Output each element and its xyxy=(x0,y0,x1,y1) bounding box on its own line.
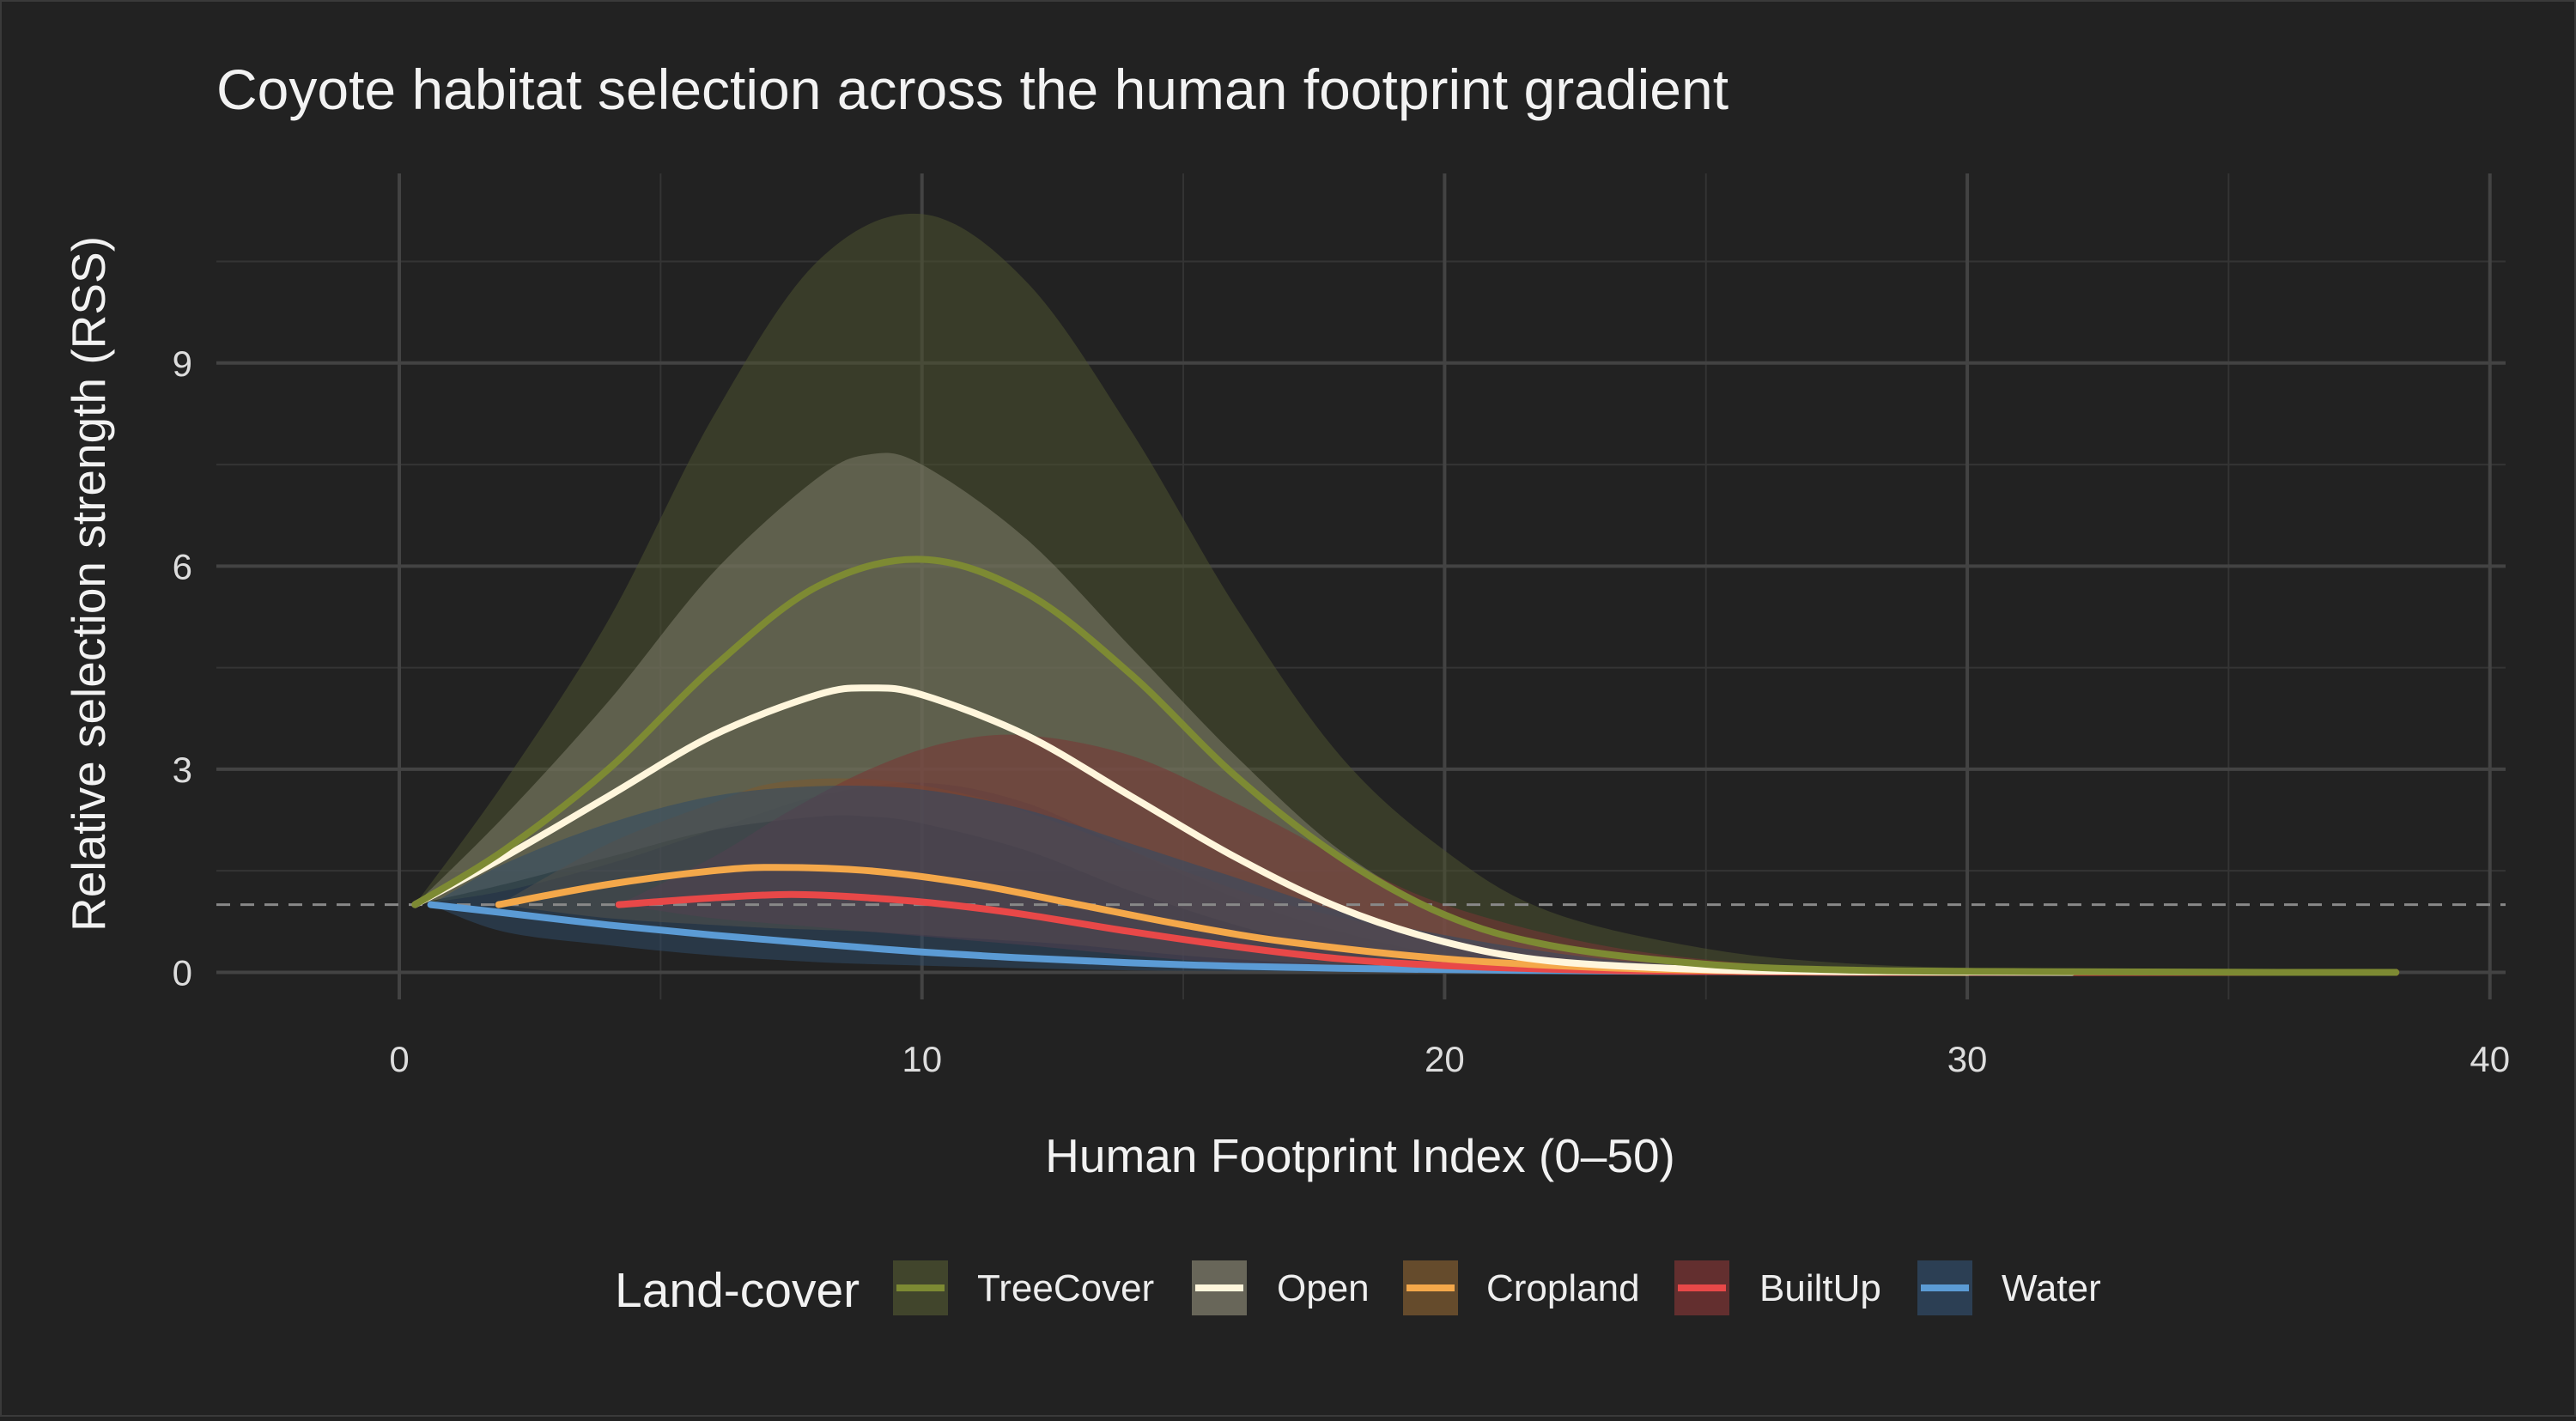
series-line-layer xyxy=(411,556,2400,976)
confidence-band-treecover xyxy=(415,213,2397,973)
legend-label-open: Open xyxy=(1277,1267,1370,1309)
x-tick-label: 40 xyxy=(2470,1039,2510,1079)
legend-item-cropland: Cropland xyxy=(1403,1260,1640,1315)
x-tick-label: 0 xyxy=(389,1039,409,1079)
y-tick-label: 3 xyxy=(173,750,192,790)
legend-items: TreeCover Open Cropland BuiltUp Water xyxy=(893,1260,2101,1315)
x-tick-label: 30 xyxy=(1947,1039,1988,1079)
legend: Land-cover TreeCover Open Cropland BuiltUp W… xyxy=(615,1260,2101,1318)
legend-item-builtup: BuiltUp xyxy=(1674,1260,1881,1315)
legend-label-cropland: Cropland xyxy=(1486,1267,1640,1309)
tick-label-layer: 0 10 20 30 40 0 3 6 9 xyxy=(173,343,2510,1079)
y-tick-label: 0 xyxy=(173,952,192,993)
x-tick-label: 20 xyxy=(1425,1039,1465,1079)
y-axis-label: Relative selection strength (RSS) xyxy=(62,236,115,932)
y-tick-label: 9 xyxy=(173,343,192,384)
series-line-open xyxy=(411,684,2075,976)
legend-item-open: Open xyxy=(1192,1260,1370,1315)
confidence-band-water xyxy=(430,786,1879,973)
x-axis-label: Human Footprint Index (0–50) xyxy=(1045,1129,1675,1182)
legend-item-treecover: TreeCover xyxy=(893,1260,1154,1315)
y-tick-label: 6 xyxy=(173,546,192,586)
legend-title: Land-cover xyxy=(615,1263,860,1318)
legend-label-water: Water xyxy=(2002,1267,2101,1309)
series-line-treecover xyxy=(411,556,2400,976)
legend-item-water: Water xyxy=(1917,1260,2101,1315)
legend-label-treecover: TreeCover xyxy=(977,1267,1154,1309)
x-tick-label: 10 xyxy=(902,1039,942,1079)
legend-label-builtup: BuiltUp xyxy=(1759,1267,1881,1309)
chart-title: Coyote habitat selection across the huma… xyxy=(216,58,1728,121)
